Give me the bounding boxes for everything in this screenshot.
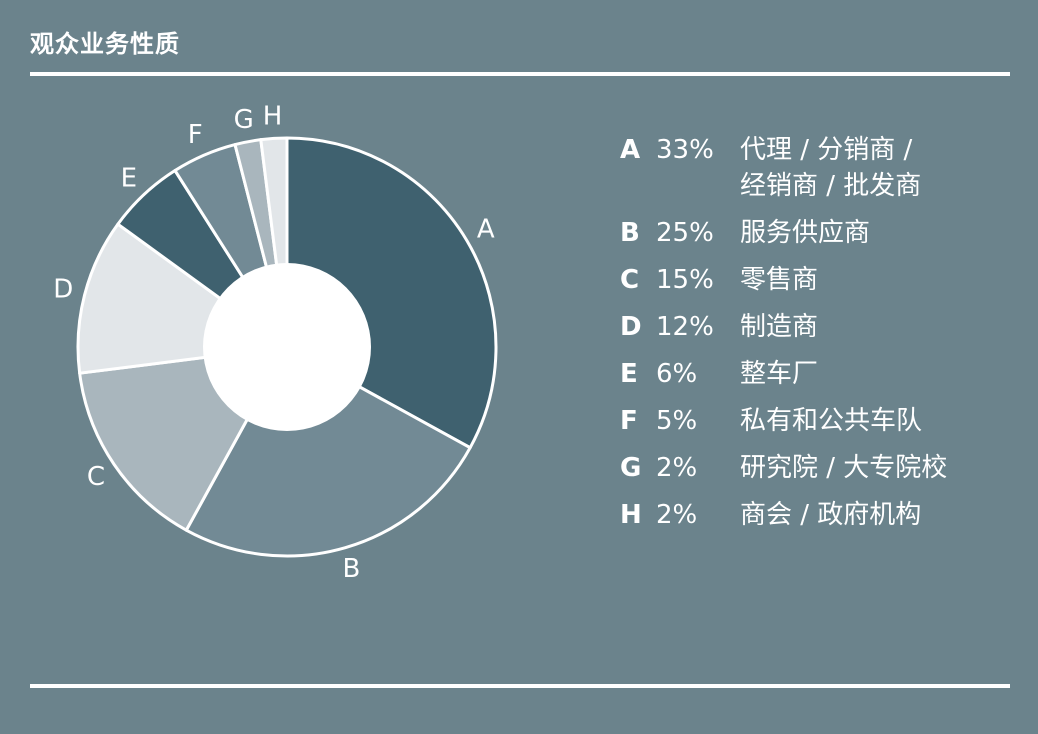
slice-label-a: A — [477, 214, 495, 244]
legend-description: 整车厂 — [740, 356, 1020, 392]
legend-letter: H — [620, 500, 642, 530]
legend-percent: 15% — [656, 265, 714, 295]
legend-item-h: H 2% 商会 / 政府机构 — [620, 497, 1020, 533]
slice-label-d: D — [53, 275, 73, 305]
legend-letter: A — [620, 135, 641, 165]
legend-item-c: C 15% 零售商 — [620, 262, 1020, 298]
legend-description: 商会 / 政府机构 — [740, 497, 1020, 533]
legend-description-line: 研究院 / 大专院校 — [740, 453, 948, 483]
legend-description: 服务供应商 — [740, 215, 1020, 251]
legend-description-line: 经销商 / 批发商 — [740, 171, 922, 201]
legend-description: 代理 / 分销商 / 经销商 / 批发商 — [740, 132, 1020, 204]
legend-percent: 5% — [656, 406, 698, 436]
legend-description: 制造商 — [740, 309, 1020, 345]
legend-letter: G — [620, 453, 642, 483]
legend-letter: E — [620, 359, 638, 389]
legend-percent: 2% — [656, 453, 698, 483]
slice-label-c: C — [87, 462, 105, 492]
slice-label-f: F — [188, 120, 203, 150]
legend-item-f: F 5% 私有和公共车队 — [620, 403, 1020, 439]
slice-label-b: B — [343, 554, 361, 584]
legend-letter: C — [620, 265, 640, 295]
top-divider — [30, 72, 1010, 76]
legend-description-line: 零售商 — [740, 265, 819, 295]
legend-description-line: 代理 / 分销商 / — [740, 135, 913, 165]
slice-label-e: E — [121, 164, 137, 194]
legend-letter: F — [620, 406, 638, 436]
legend-item-b: B 25% 服务供应商 — [620, 215, 1020, 251]
bottom-divider — [30, 684, 1010, 688]
chart-title: 观众业务性质 — [30, 30, 180, 58]
legend-description-line: 服务供应商 — [740, 218, 871, 248]
legend-letter: D — [620, 312, 642, 342]
legend-percent: 25% — [656, 218, 714, 248]
legend-percent: 33% — [656, 135, 714, 165]
slice-label-g: G — [234, 105, 254, 135]
slice-label-h: H — [263, 101, 283, 131]
legend-description: 私有和公共车队 — [740, 403, 1020, 439]
donut-hole — [203, 263, 371, 431]
pie-slice-b — [184, 345, 472, 558]
legend-description: 研究院 / 大专院校 — [740, 450, 1020, 486]
legend-letter: B — [620, 218, 640, 248]
legend-item-a: A 33% 代理 / 分销商 / 经销商 / 批发商 — [620, 132, 1020, 204]
legend-percent: 2% — [656, 500, 698, 530]
legend-description-line: 私有和公共车队 — [740, 406, 923, 436]
legend-item-e: E 6% 整车厂 — [620, 356, 1020, 392]
legend-description-line: 整车厂 — [740, 359, 819, 389]
legend-description-line: 制造商 — [740, 312, 819, 342]
legend-description-line: 商会 / 政府机构 — [740, 500, 922, 530]
legend-percent: 12% — [656, 312, 714, 342]
legend: A 33% 代理 / 分销商 / 经销商 / 批发商 B 25% 服务供应商 C 15% 零售商 D… — [620, 132, 1020, 544]
legend-item-d: D 12% 制造商 — [620, 309, 1020, 345]
legend-item-g: G 2% 研究院 / 大专院校 — [620, 450, 1020, 486]
legend-percent: 6% — [656, 359, 698, 389]
legend-description: 零售商 — [740, 262, 1020, 298]
